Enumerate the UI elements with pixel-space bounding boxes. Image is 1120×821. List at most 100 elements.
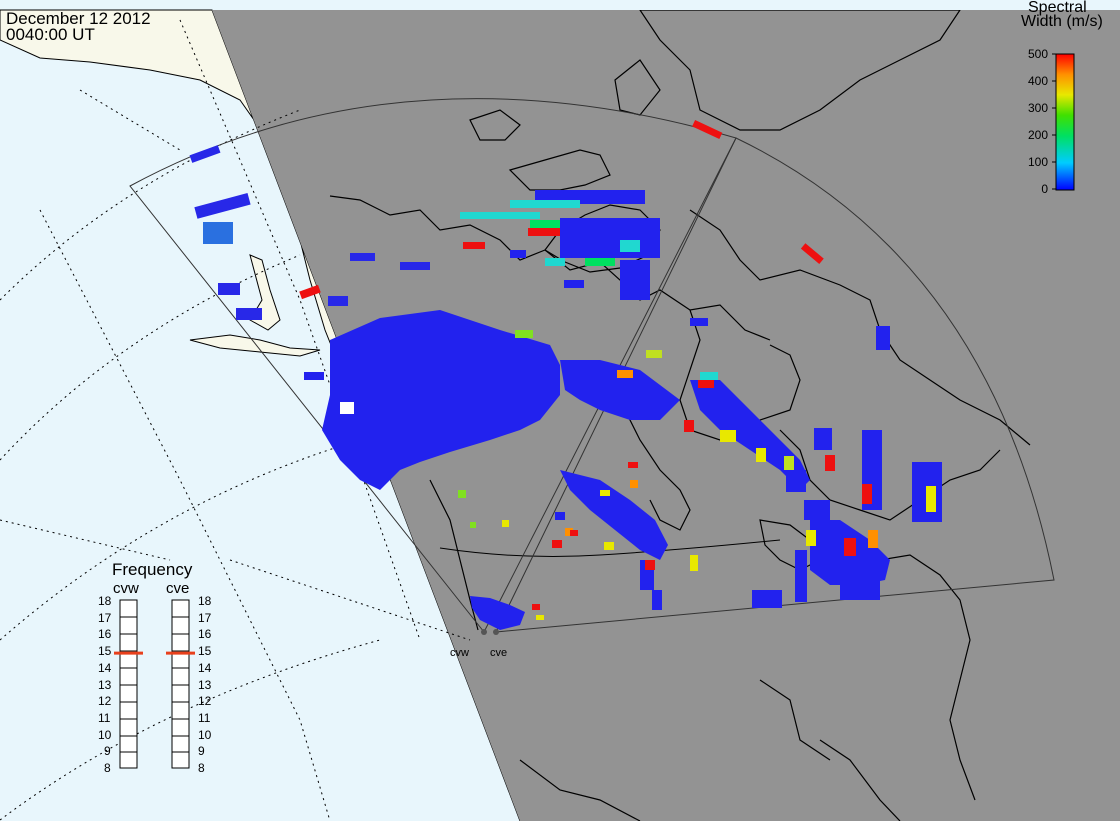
scatter-cell <box>844 538 856 556</box>
scatter-cell <box>236 308 262 320</box>
frequency-tick-label-right: 13 <box>198 677 212 692</box>
freq-bar-cvw <box>119 599 138 769</box>
frequency-tick-label-right: 18 <box>198 594 212 608</box>
graticule <box>0 19 471 821</box>
scatter-cell <box>752 590 782 608</box>
frequency-tick-label-left: 14 <box>98 660 112 675</box>
frequency-title: Frequency <box>112 560 193 579</box>
scatter-arc-south <box>560 470 668 560</box>
scatter-cell <box>630 480 638 488</box>
radar-site-label-cvw: cvw <box>450 647 469 659</box>
scatter-cell <box>299 284 321 300</box>
scatter-cell <box>340 402 354 414</box>
scatter-cell <box>868 530 878 548</box>
scatter-cell <box>825 455 835 471</box>
scatter-cell <box>786 470 806 492</box>
scatter-cell <box>652 590 662 610</box>
scatter-cell <box>784 456 794 470</box>
scatter-cell <box>350 253 375 261</box>
frequency-tick-label-right: 17 <box>198 610 212 625</box>
scatter-cell <box>555 512 565 520</box>
scatter-cell <box>814 428 832 450</box>
frequency-tick-label-left: 8 <box>104 761 111 775</box>
frequency-tick-label-left: 13 <box>98 677 112 692</box>
scatter-cell <box>720 430 736 442</box>
frequency-tick-label-right: 14 <box>198 660 212 675</box>
colorbar-title-line2: Width (m/s) <box>1021 13 1103 30</box>
scatter-cell <box>460 212 540 219</box>
scatter-arc-east <box>690 380 810 490</box>
scatter-cell <box>862 484 872 504</box>
scatter-cell <box>617 370 633 378</box>
backscatter-cells <box>189 120 942 630</box>
scatter-cell <box>840 580 880 600</box>
scatter-cell <box>684 420 694 432</box>
scatter-cell <box>510 250 526 258</box>
frequency-tick-label-left: 12 <box>98 694 112 709</box>
fov-cve <box>495 137 1055 633</box>
frequency-tick-label-left: 18 <box>98 594 112 608</box>
frequency-tick-label-right: 9 <box>198 744 205 759</box>
scatter-cell <box>692 120 723 140</box>
frequency-tick-label-left: 16 <box>98 627 112 642</box>
radar-site-cvw-icon[interactable] <box>481 629 487 635</box>
scatter-cell <box>515 330 533 338</box>
radar-site-cve-icon[interactable] <box>493 629 499 635</box>
frequency-tick-label-right: 15 <box>198 644 212 659</box>
scatter-cell <box>560 218 660 258</box>
scatter-cell <box>552 540 562 548</box>
frequency-panel-boxes <box>119 599 190 769</box>
frequency-label-cve: cve <box>166 580 190 597</box>
frequency-tick-label-left: 10 <box>98 727 112 742</box>
freq-bar-cve <box>171 599 190 769</box>
frequency-tick-label-right: 10 <box>198 727 212 742</box>
colorbar-tick-label: 0 <box>1041 182 1048 196</box>
scatter-cell <box>645 560 655 570</box>
scatter-cell <box>400 262 430 270</box>
scatter-cell <box>795 550 807 602</box>
border-line <box>439 539 781 557</box>
scatter-cell <box>203 222 233 244</box>
colorbar-title-line1: Spectral <box>1028 0 1087 16</box>
frequency-tick-label-left: 9 <box>104 744 111 759</box>
scatter-cell <box>700 372 718 380</box>
scatter-cell <box>565 528 573 536</box>
scatter-arc-central <box>560 360 680 420</box>
scatter-cell <box>756 448 766 462</box>
frequency-tick-label-right: 16 <box>198 627 212 642</box>
colorbar-tick-label: 100 <box>1027 155 1048 169</box>
scatter-cell <box>646 350 662 358</box>
aleutian-chain <box>189 334 321 357</box>
colorbar-tick-label: 500 <box>1027 47 1048 61</box>
scatter-cell <box>600 490 610 496</box>
frequency-tick-label-right: 8 <box>198 761 205 775</box>
scatter-cell <box>458 490 466 498</box>
scatter-cell <box>628 462 638 468</box>
scatter-cell <box>620 240 640 252</box>
scatter-cell <box>194 192 251 219</box>
scatter-cell <box>189 145 221 163</box>
scatter-cell <box>536 615 544 620</box>
scatter-cell <box>570 530 578 536</box>
scatter-cell <box>604 542 614 550</box>
scatter-cell <box>690 318 708 326</box>
scatter-cell <box>620 260 650 300</box>
scatter-cell <box>304 372 324 380</box>
scatter-cell <box>532 604 540 610</box>
colorbar <box>1055 53 1075 191</box>
scatter-cell <box>218 283 240 295</box>
colorbar-tick-label: 300 <box>1027 101 1048 115</box>
scatter-cell <box>510 200 580 208</box>
scatter-cell <box>926 486 936 512</box>
scatter-cell <box>470 522 476 528</box>
scatter-cell <box>420 380 460 400</box>
frequency-tick-label-right: 12 <box>198 694 212 709</box>
scatter-near-radar <box>470 596 525 630</box>
frequency-label-cvw: cvw <box>113 580 139 597</box>
colorbar-tick-label: 200 <box>1027 128 1048 142</box>
colorbar-tick-label: 400 <box>1027 74 1048 88</box>
date-label: December 12 2012 <box>6 9 151 28</box>
scatter-cell <box>463 242 485 249</box>
time-label: 0040:00 UT <box>6 25 95 44</box>
